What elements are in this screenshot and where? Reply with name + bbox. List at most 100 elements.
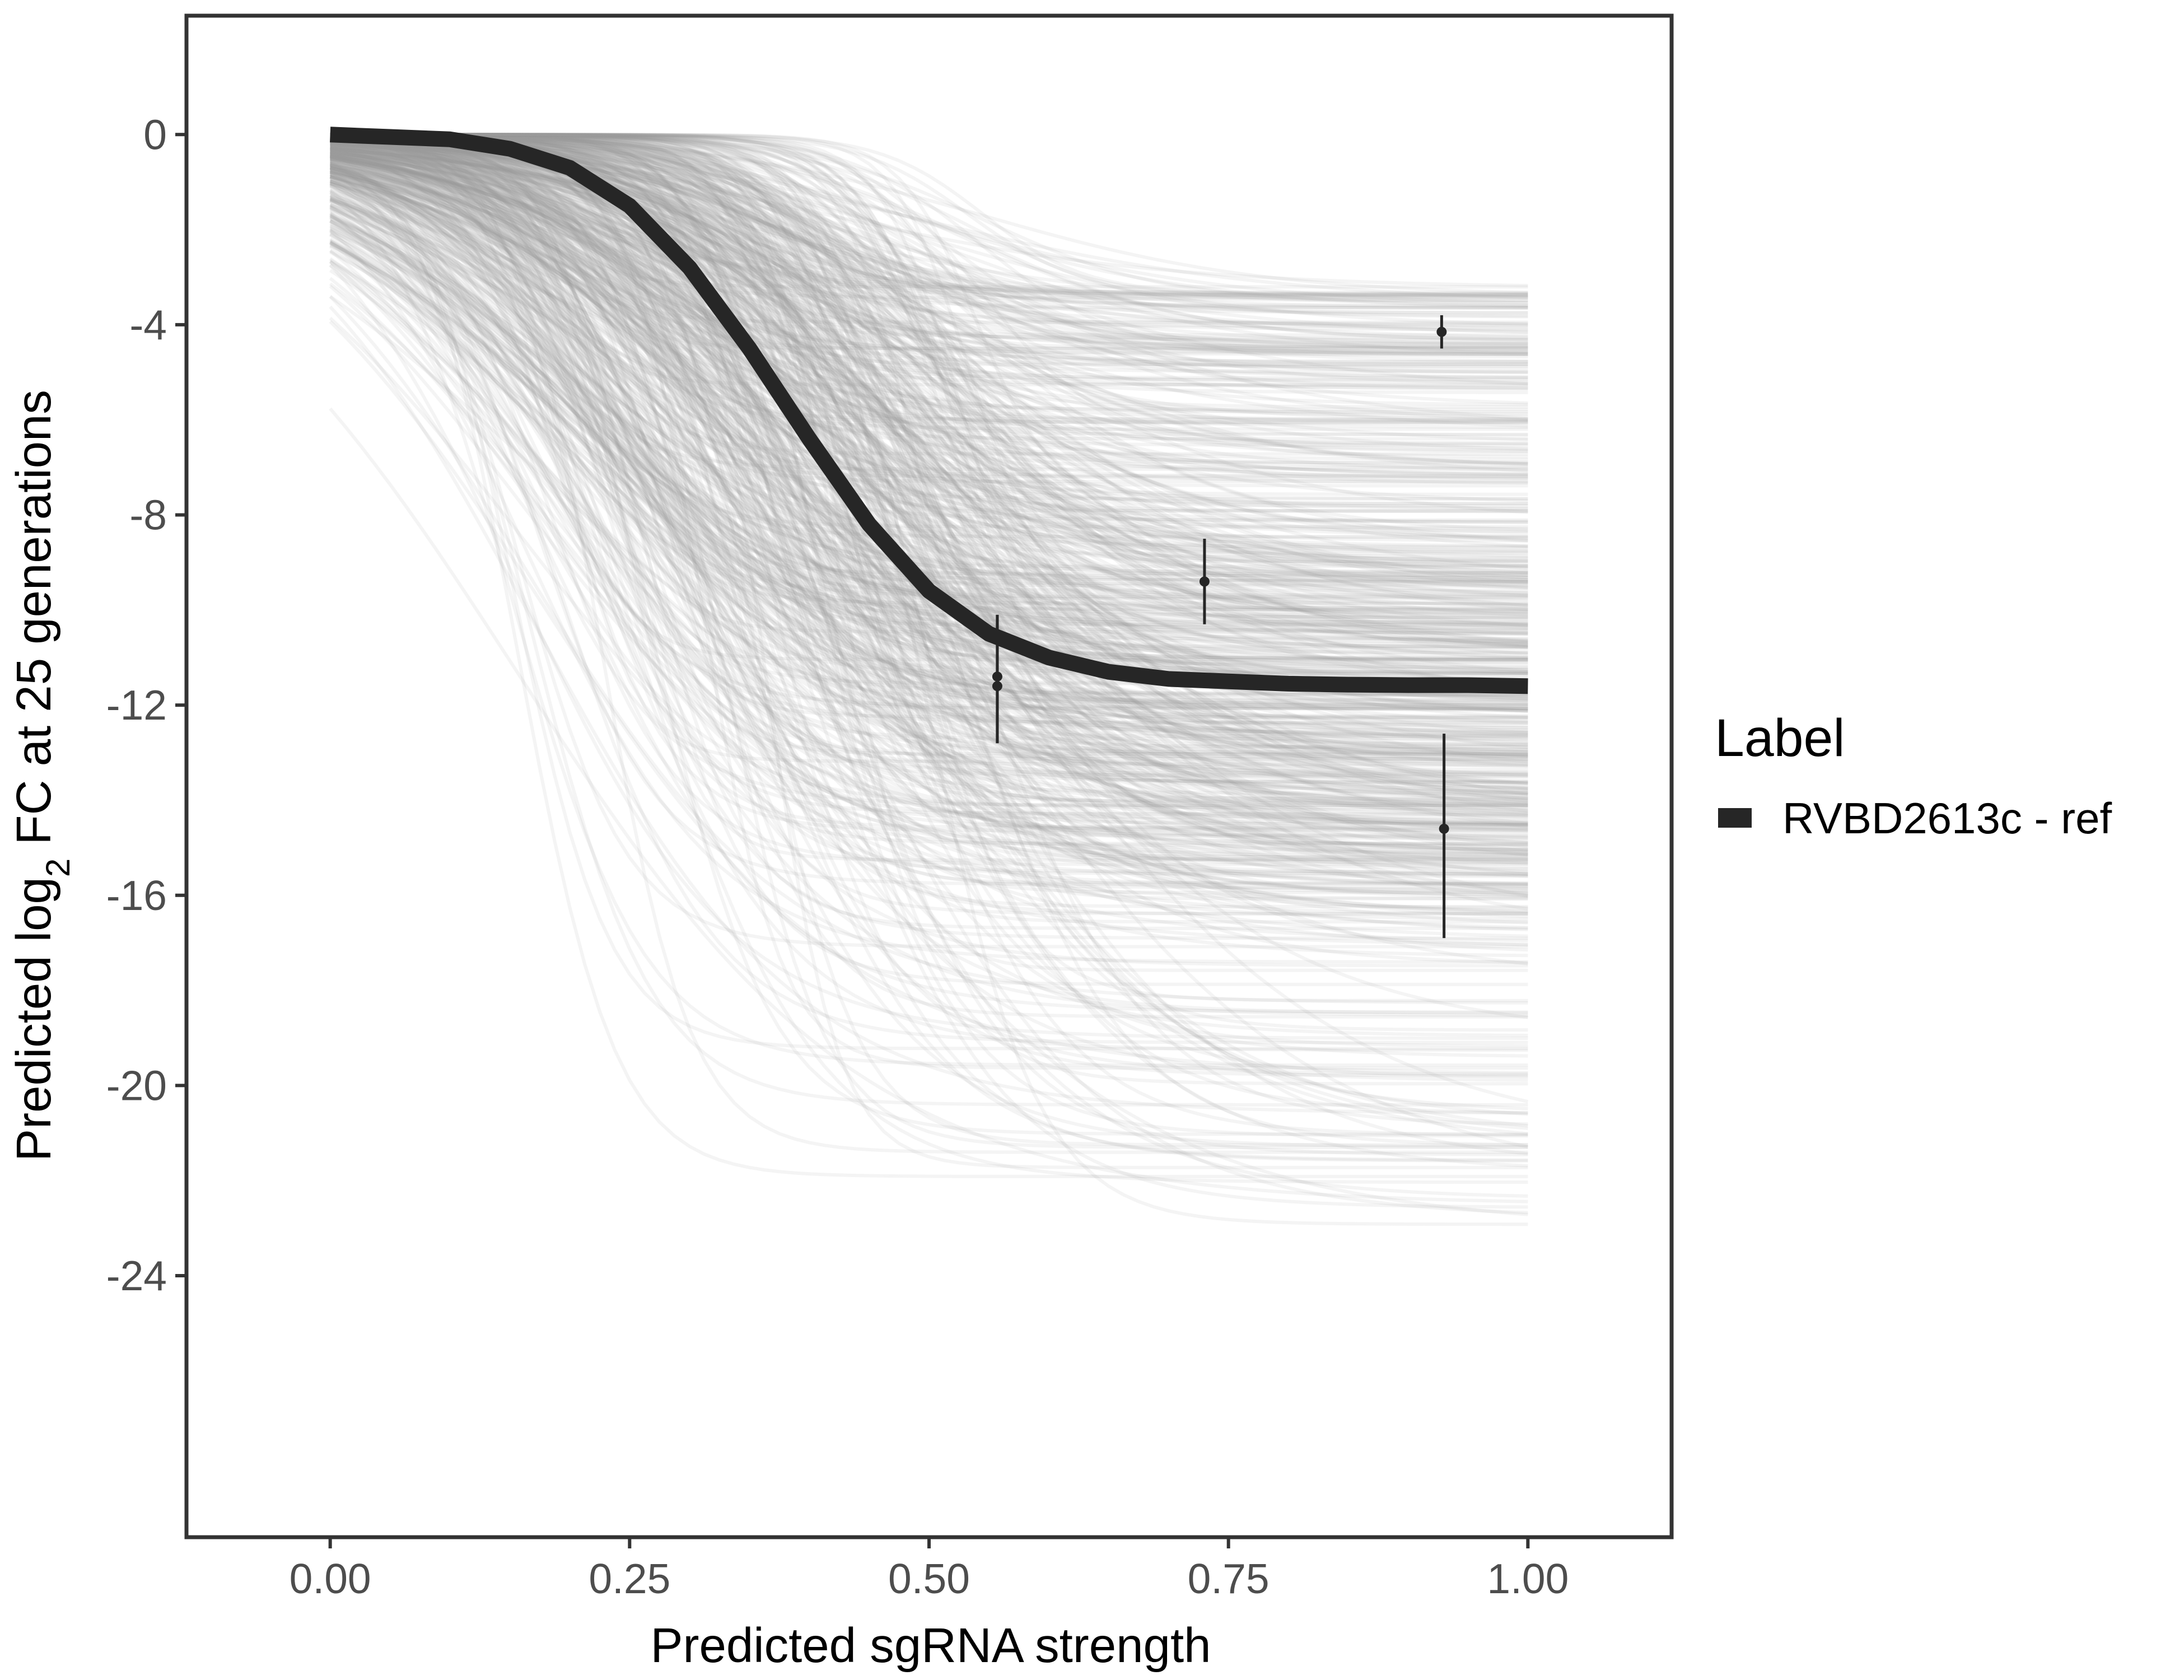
posterior-draw-line (330, 134, 1528, 930)
posterior-draw-line (330, 147, 1528, 911)
posterior-draw-line (330, 159, 1528, 876)
posterior-draw-line (329, 245, 1528, 730)
posterior-draw-line (329, 206, 1528, 1014)
x-tick-label: 0.25 (589, 1555, 670, 1602)
posterior-draw-line (330, 142, 1528, 586)
posterior-draw-line (329, 211, 1528, 549)
posterior-draw-line (329, 230, 1528, 827)
posterior-draw-line (330, 140, 1528, 472)
posterior-draw-line (330, 133, 1528, 648)
posterior-draw-line (330, 149, 1528, 628)
posterior-draw-line (330, 139, 1528, 391)
posterior-draw-line (330, 133, 1528, 342)
posterior-draw-line (330, 133, 1528, 624)
posterior-draw-line (330, 133, 1528, 627)
observation-point (1439, 823, 1449, 834)
posterior-draw-line (329, 171, 1528, 826)
posterior-draw-line (329, 165, 1528, 687)
posterior-draw-line (329, 192, 1528, 777)
posterior-draw-line (330, 166, 1528, 647)
posterior-draw-line (330, 147, 1528, 1168)
posterior-draw-line (330, 133, 1528, 346)
posterior-draw-line (330, 156, 1528, 656)
posterior-draw-line (330, 133, 1528, 803)
posterior-draw-line (330, 154, 1528, 745)
posterior-draw-line (330, 152, 1528, 503)
posterior-draw-line (330, 136, 1528, 664)
posterior-draw-line (330, 136, 1528, 829)
posterior-draw-line (330, 138, 1528, 469)
posterior-draw-line (329, 155, 1528, 424)
posterior-draw-line (329, 241, 1528, 675)
posterior-draw-line (330, 133, 1528, 861)
posterior-draw-line (330, 133, 1528, 454)
posterior-draw-line (329, 241, 1528, 758)
posterior-draw-line (329, 215, 1528, 744)
posterior-draw-line (330, 133, 1528, 356)
posterior-draw-line (330, 157, 1528, 853)
posterior-draw-line (329, 198, 1528, 813)
posterior-draw-line (329, 165, 1528, 878)
posterior-draw-line (330, 135, 1528, 816)
posterior-draw-line (329, 175, 1528, 968)
posterior-draw-line (330, 138, 1528, 416)
posterior-draw-line (329, 160, 1528, 818)
legend-key-swatch (1718, 808, 1752, 828)
posterior-draw-line (329, 212, 1528, 655)
posterior-draw-line (330, 146, 1528, 587)
posterior-draw-line (329, 220, 1528, 900)
posterior-draw-line (330, 142, 1528, 613)
posterior-draw-line (329, 269, 1528, 938)
posterior-draw-line (329, 153, 1528, 1015)
posterior-draw-line (329, 180, 1528, 886)
posterior-draw-line (329, 174, 1528, 849)
posterior-draw-line (329, 305, 1528, 1115)
posterior-draw-line (330, 139, 1528, 630)
posterior-draw-line (330, 133, 1528, 806)
posterior-draw-line (330, 145, 1528, 346)
posterior-draw-line (330, 136, 1528, 576)
posterior-draw-line (330, 152, 1528, 380)
posterior-draw-line (330, 151, 1528, 916)
posterior-draw-line (330, 162, 1528, 632)
posterior-draw-line (329, 176, 1528, 480)
posterior-draw-line (330, 134, 1528, 568)
posterior-draw-line (330, 133, 1528, 894)
posterior-draw-line (330, 133, 1528, 858)
posterior-draw-line (329, 170, 1528, 930)
posterior-draw-line (330, 133, 1528, 718)
observation-point (1199, 576, 1210, 587)
posterior-draw-line (329, 243, 1528, 757)
posterior-draw-line (330, 133, 1528, 1086)
posterior-draw-line (329, 202, 1528, 808)
posterior-draw-line (329, 194, 1528, 805)
posterior-draw-line (329, 207, 1528, 465)
posterior-draw-line (330, 133, 1528, 298)
posterior-draw-line (329, 228, 1528, 964)
posterior-draw-line (330, 133, 1528, 856)
posterior-draw-line (330, 138, 1528, 797)
posterior-draw-line (330, 138, 1528, 702)
posterior-draw-line (330, 133, 1528, 598)
posterior-draw-line (329, 263, 1528, 1040)
posterior-draw-line (329, 282, 1528, 942)
posterior-draw-line (330, 162, 1528, 829)
posterior-draw-line (329, 197, 1528, 785)
posterior-draw-line (329, 208, 1528, 581)
posterior-draw-line (330, 133, 1528, 353)
posterior-draw-line (330, 161, 1528, 374)
posterior-draw-line (330, 133, 1528, 530)
posterior-draw-line (330, 152, 1528, 573)
posterior-draw-line (329, 209, 1528, 661)
posterior-draw-line (329, 213, 1528, 1018)
posterior-draw-line (329, 260, 1528, 779)
posterior-draw-line (330, 133, 1528, 625)
posterior-draw-line (329, 182, 1528, 757)
posterior-draw-line (330, 139, 1528, 804)
y-tick-label: -24 (106, 1252, 167, 1299)
posterior-draw-line (329, 203, 1528, 886)
posterior-draw-line (330, 138, 1528, 1079)
posterior-draw-line (330, 147, 1528, 764)
posterior-draw-line (330, 135, 1528, 309)
posterior-draw-line (330, 157, 1528, 554)
